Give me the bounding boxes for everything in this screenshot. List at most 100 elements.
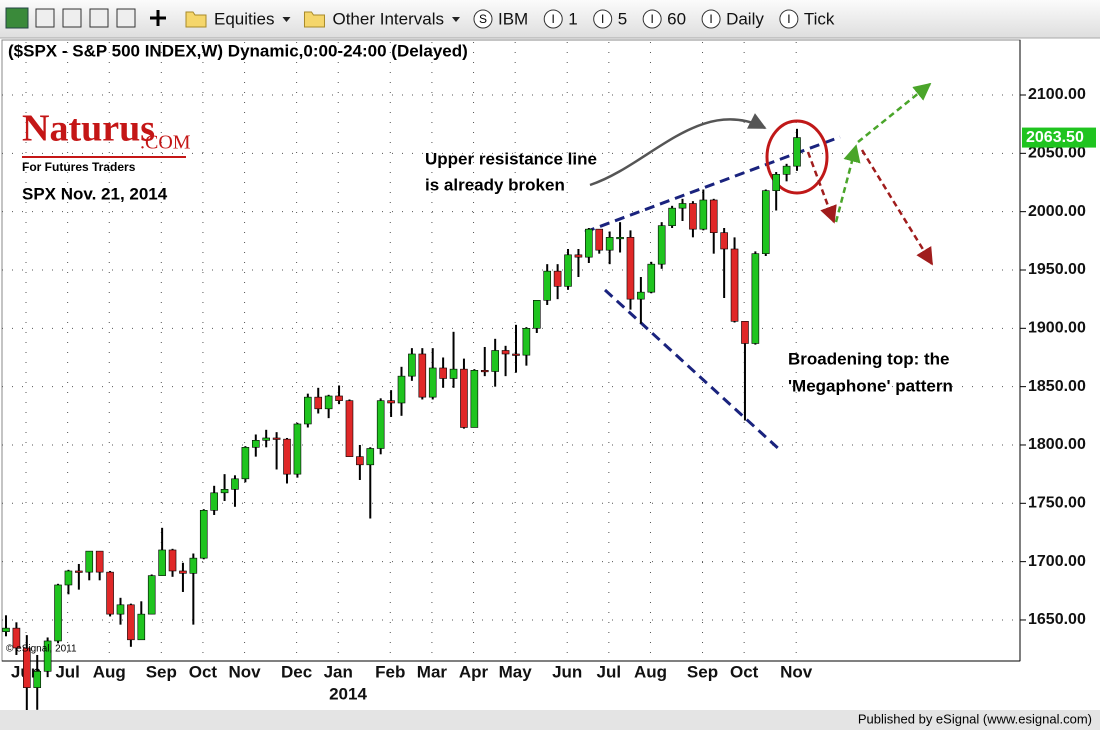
toolbar-button[interactable]: 5	[618, 9, 627, 28]
candle-body	[480, 370, 489, 373]
candle-body	[626, 237, 635, 300]
annotation: 'Megaphone' pattern	[788, 376, 953, 395]
candle-body	[199, 510, 208, 559]
y-tick-label: 1750.00	[1028, 495, 1086, 512]
candle-body	[168, 549, 177, 572]
candle-body	[231, 478, 239, 490]
candle-body	[366, 448, 375, 466]
y-tick-label: 1850.00	[1028, 378, 1086, 395]
candle-body	[408, 353, 416, 377]
candle-body	[512, 353, 520, 356]
logo-tagline: For Futures Traders	[22, 160, 136, 174]
toolbar-icon	[543, 9, 563, 29]
toolbar-button[interactable]: IBM	[498, 9, 528, 28]
candle-body	[335, 395, 343, 401]
toolbar-button[interactable]: Daily	[726, 9, 764, 28]
candle-body	[75, 570, 83, 573]
y-tick-label: 2000.00	[1028, 203, 1086, 220]
candle-body	[782, 165, 791, 175]
candle-body	[647, 263, 656, 293]
last-price-box	[1022, 127, 1096, 148]
footer-bar	[0, 710, 1100, 730]
candle-body	[751, 253, 760, 344]
x-tick-label: Sep	[687, 662, 718, 681]
y-tick-label: 1800.00	[1028, 436, 1086, 453]
toolbar-button[interactable]: Tick	[804, 9, 835, 28]
candle-body	[95, 550, 104, 573]
toolbar-icon-letter: S	[479, 12, 487, 26]
candle-body	[54, 584, 62, 642]
toolbar-icon-letter: I	[709, 12, 712, 26]
toolbar-icon	[642, 9, 662, 29]
logo-suffix: .COM	[140, 132, 191, 154]
candle-body	[324, 395, 333, 410]
x-tick-label: Nov	[780, 662, 813, 681]
annotation: Upper resistance line	[425, 149, 597, 168]
x-tick-label: Oct	[730, 662, 759, 681]
candle-body	[470, 370, 479, 428]
candle-body	[12, 627, 21, 649]
year-label: 2014	[329, 684, 367, 703]
chart-title: ($SPX - S&P 500 INDEX,W) Dynamic,0:00-24…	[8, 41, 468, 60]
x-tick-label: Jul	[55, 662, 80, 681]
candle-body	[345, 400, 354, 457]
toolbar-icon	[473, 9, 493, 29]
candle-body	[106, 571, 114, 615]
y-tick-label: 1900.00	[1028, 320, 1086, 337]
candle-body	[158, 549, 166, 576]
candle-body	[43, 640, 52, 672]
x-tick-label: Dec	[281, 662, 312, 681]
toolbar-button[interactable]: Equities	[214, 9, 274, 28]
candle-body	[553, 270, 562, 287]
x-tick-label: Nov	[229, 662, 262, 681]
folder-icon	[185, 11, 207, 28]
x-tick-label: May	[499, 662, 533, 681]
annotation: Broadening top: the	[788, 349, 949, 368]
candle-body	[272, 437, 281, 440]
toolbar-button[interactable]: 1	[568, 9, 577, 28]
dropdown-arrow	[451, 17, 460, 22]
candle-body	[376, 400, 385, 449]
candle-body	[147, 575, 156, 615]
footer: Published by eSignal (www.esignal.com)	[858, 711, 1092, 726]
candle-body	[772, 174, 780, 191]
toolbar-button[interactable]: Other Intervals	[332, 9, 444, 28]
subtitle: SPX Nov. 21, 2014	[22, 184, 168, 203]
toolbar-icon	[779, 9, 799, 29]
annotation: is already broken	[425, 175, 565, 194]
candle-body	[314, 396, 323, 410]
y-tick-label: 1650.00	[1028, 611, 1086, 628]
candle-body	[189, 557, 198, 574]
candle-body	[33, 670, 42, 688]
candle-body	[460, 368, 468, 428]
candle-body	[220, 489, 229, 494]
candle-body	[574, 254, 583, 258]
candle-body	[543, 270, 552, 301]
candle-body	[283, 438, 291, 475]
candle-body	[356, 456, 364, 466]
candle-body	[605, 237, 614, 251]
y-tick-label: 1950.00	[1028, 261, 1086, 278]
y-tick-label: 2100.00	[1028, 86, 1086, 103]
candle-body	[657, 225, 666, 265]
copyright: © eSignal, 2011	[6, 644, 77, 655]
toolbar-button[interactable]: 60	[667, 9, 686, 28]
candle-body	[116, 604, 125, 615]
candle-body	[251, 440, 260, 448]
x-tick-label: Aug	[93, 662, 126, 681]
candle-body	[179, 570, 187, 574]
toolbar-icons	[5, 7, 166, 29]
toolbar-icon	[593, 9, 613, 29]
candle-body	[137, 613, 146, 641]
x-tick-label: Jan	[324, 662, 353, 681]
candle-body	[293, 423, 302, 475]
candle-body	[585, 228, 593, 258]
candle-body	[262, 437, 270, 441]
x-tick-label: Apr	[459, 662, 489, 681]
candle-body	[241, 447, 250, 480]
candle-body	[741, 321, 749, 344]
candle-body	[720, 232, 728, 250]
candle-body	[304, 396, 312, 425]
candle-body	[439, 367, 447, 379]
